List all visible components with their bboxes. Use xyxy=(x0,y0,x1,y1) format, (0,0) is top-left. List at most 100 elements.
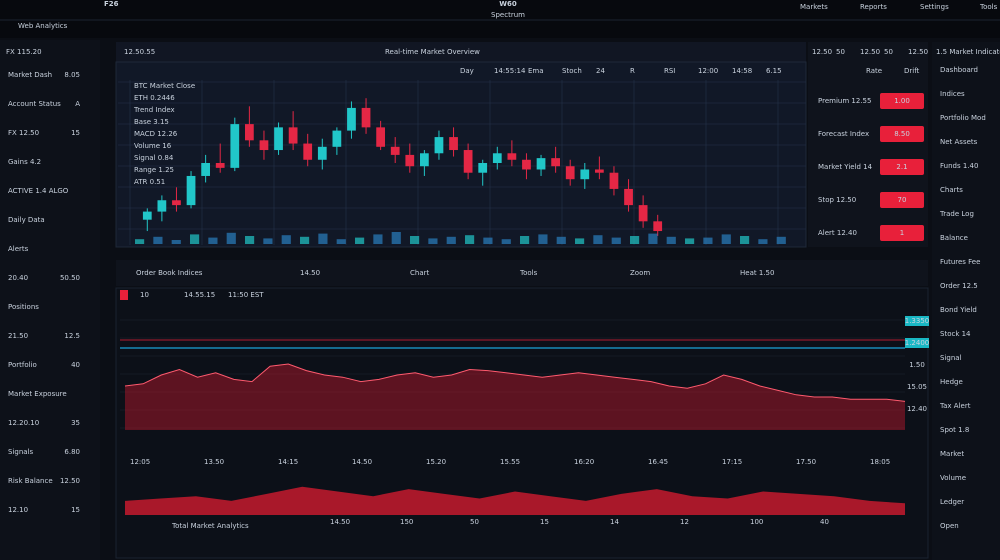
chart-tool[interactable]: RSI xyxy=(664,67,675,75)
left-label: 20.40 xyxy=(8,274,28,282)
value-button[interactable] xyxy=(880,126,924,142)
right-value: 1.00 xyxy=(894,97,910,105)
far-right-item[interactable]: Indices xyxy=(940,90,965,98)
far-right-item[interactable]: Stock 14 xyxy=(940,330,971,338)
far-right-item[interactable]: Market xyxy=(940,450,964,458)
left-label: ACTIVE 1.4 ALGO xyxy=(8,187,69,195)
far-right-item[interactable]: Net Assets xyxy=(940,138,978,146)
chart-legend: Signal 0.84 xyxy=(134,154,174,162)
far-right-item[interactable]: Futures Fee xyxy=(940,258,980,266)
left-label: Daily Data xyxy=(8,216,45,224)
volume-bar xyxy=(208,237,218,244)
candle-body xyxy=(142,211,152,220)
right-top: 12.50 xyxy=(812,48,832,56)
far-right-item[interactable]: Portfolio Mod xyxy=(940,114,986,122)
volume-bar xyxy=(630,236,640,244)
left-label: Risk Balance xyxy=(8,477,53,485)
candle-body xyxy=(376,127,385,147)
toolbar-panel xyxy=(116,260,928,286)
candle-body xyxy=(288,127,298,144)
chart-legend: Base 3.15 xyxy=(134,118,169,126)
main-grid xyxy=(118,80,806,245)
volume-bar xyxy=(648,233,658,244)
left-label: 21.50 xyxy=(8,332,28,340)
far-right-item[interactable]: Signal xyxy=(940,354,962,362)
far-right-item[interactable]: Hedge xyxy=(940,378,963,386)
nav-link[interactable]: Settings xyxy=(920,3,949,11)
toolbar-tab[interactable]: 14.55.15 xyxy=(184,291,215,299)
value-button[interactable] xyxy=(880,192,924,208)
far-right-item[interactable]: Trade Log xyxy=(939,210,974,218)
nav-link[interactable]: Markets xyxy=(800,3,828,11)
volume-bar xyxy=(758,239,768,244)
far-right-item[interactable]: Bond Yield xyxy=(940,306,977,314)
toolbar-item[interactable]: Tools xyxy=(519,269,538,277)
nav-link[interactable]: Tools xyxy=(979,3,998,11)
area-fill xyxy=(125,364,905,430)
time-label: 17.50 xyxy=(796,458,816,466)
right-top: 12.50 xyxy=(860,48,880,56)
candle-body xyxy=(230,124,240,168)
right-value: 8.50 xyxy=(894,130,910,138)
top-bar xyxy=(0,0,1000,38)
chart-tool[interactable]: Ema xyxy=(528,67,544,75)
chart-tool[interactable]: R xyxy=(630,67,635,75)
far-right-item[interactable]: Order 12.5 xyxy=(940,282,978,290)
chart-tool[interactable]: Stoch xyxy=(562,67,582,75)
far-right-item[interactable]: Charts xyxy=(940,186,963,194)
toolbar-item[interactable]: 14.50 xyxy=(300,269,320,277)
candle-body xyxy=(361,107,371,128)
far-right-item[interactable]: Funds 1.40 xyxy=(940,162,978,170)
right-label: Market Yield 14 xyxy=(818,163,873,171)
candle-body xyxy=(259,140,269,151)
volume-bar xyxy=(740,236,750,244)
far-right-item[interactable]: Open xyxy=(940,522,959,530)
left-label: Portfolio xyxy=(8,361,37,369)
candle-body xyxy=(434,137,444,154)
center-title: W60 xyxy=(499,0,517,8)
volume-bar xyxy=(575,238,585,244)
chart-tool[interactable]: 6.15 xyxy=(766,67,782,75)
toolbar-item[interactable]: Zoom xyxy=(630,269,650,277)
left-label: Signals xyxy=(8,448,34,456)
brand: Web Analytics xyxy=(18,22,68,30)
candle-body xyxy=(215,163,225,168)
volume-bar xyxy=(776,236,786,244)
candle-body xyxy=(580,169,590,180)
far-right-item[interactable]: Volume xyxy=(940,474,966,482)
chart-tool[interactable]: 14:55:14 xyxy=(494,67,526,75)
far-right-item[interactable]: Spot 1.8 xyxy=(940,426,969,434)
chart-title: Real-time Market Overview xyxy=(385,48,480,56)
volume-bar xyxy=(336,239,346,244)
chart-legend: Trend Index xyxy=(133,106,175,114)
toolbar-tab[interactable]: 10 xyxy=(140,291,149,299)
volume-bar xyxy=(593,235,603,244)
value-button[interactable] xyxy=(880,225,924,241)
volume-bar xyxy=(355,237,365,244)
chart-header xyxy=(116,42,806,62)
left-label: Market Dash xyxy=(8,71,52,79)
far-right-item[interactable]: Balance xyxy=(940,234,968,242)
candle-body xyxy=(172,200,181,206)
area-line xyxy=(124,363,906,402)
far-right-item[interactable]: Ledger xyxy=(940,498,964,506)
value-button[interactable] xyxy=(880,159,924,175)
volume-bar xyxy=(538,234,548,244)
chart-tool[interactable]: 24 xyxy=(596,67,605,75)
chart-tool[interactable]: 14:58 xyxy=(732,67,752,75)
chart-legend: BTC Market Close xyxy=(134,82,195,90)
nav-link[interactable]: Reports xyxy=(860,3,887,11)
chart-tool[interactable]: Day xyxy=(460,67,474,75)
far-right-item[interactable]: Tax Alert xyxy=(939,402,971,410)
toolbar-item[interactable]: Heat 1.50 xyxy=(740,269,774,277)
chart-tool[interactable]: 12:00 xyxy=(698,67,718,75)
toolbar-tab[interactable]: 11:50 EST xyxy=(228,291,264,299)
footer-left: Total Market Analytics xyxy=(171,522,249,530)
volume-bar xyxy=(483,237,493,244)
center-sub: Spectrum xyxy=(491,11,525,19)
far-right-item[interactable]: Dashboard xyxy=(940,66,978,74)
value-button[interactable] xyxy=(880,93,924,109)
time-label: 16.45 xyxy=(648,458,668,466)
toolbar-item[interactable]: Chart xyxy=(410,269,429,277)
